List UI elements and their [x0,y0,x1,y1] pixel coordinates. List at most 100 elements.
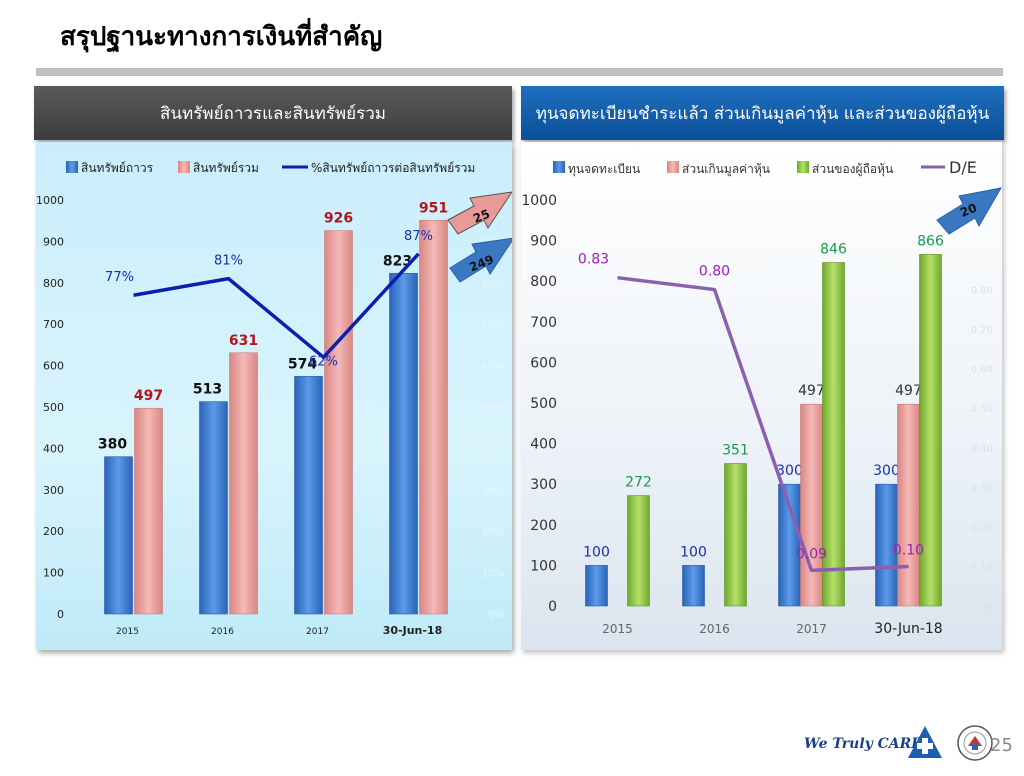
x-tick-label: 2015 [116,627,139,637]
x-tick-label: 2017 [306,627,329,637]
bar-equity-label: 866 [917,233,944,249]
bar-label-total-assets: 497 [134,388,163,404]
bar-label-fixed-assets: 823 [383,253,412,269]
x-tick-label: 30-Jun-18 [874,621,942,637]
x-tick-label: 2017 [796,622,827,636]
bar-equity-label: 351 [722,442,749,458]
legend-label: ส่วนเกินมูลค่าหุ้น [682,162,770,177]
de-label: 0.09 [796,546,827,562]
bar-total-assets [134,407,163,615]
y-tick-label: 400 [530,437,557,453]
y-tick-label: 600 [43,360,64,373]
de-label: 0.80 [699,264,730,280]
bar-registered-capital-label: 300 [873,463,900,479]
bar-share-premium-label: 497 [798,383,825,399]
title-divider [36,68,1003,76]
x-tick-label: 2015 [602,622,633,636]
equity-chart: ทุนจดทะเบียน ส่วนเกินมูลค่าหุ้น ส่วนของผู้… [521,142,1002,650]
ratio-label: 87% [404,229,433,244]
legend-label: สินทรัพย์รวม [193,161,259,175]
seal-icon [957,725,993,761]
y2-tick-label: 0.50 [971,404,993,415]
y-tick-label: 800 [530,274,557,290]
legend-swatch [178,161,190,173]
bar-registered-capital-label: 100 [680,544,707,560]
y-tick-label: 200 [43,525,64,538]
annotation-arrow-blue [936,187,1002,235]
bar-fixed-assets [104,456,133,615]
y2-tick-label: 0.40 [971,444,993,455]
slide-title: สรุปฐานะทางการเงินที่สำคัญ [60,22,383,52]
legend-label: D/E [949,158,977,177]
x-tick-label: 2016 [699,622,730,636]
bar-equity-label: 846 [820,242,847,258]
legend-swatch [553,161,565,173]
bar-equity [919,254,942,607]
y-tick-label: 100 [43,567,64,580]
y2-tick-label: 0.10 [971,562,993,573]
y2-tick-label: 60% [482,362,504,373]
y2-tick-label: 0.20 [971,523,993,534]
bar-total-assets [419,219,448,615]
page-number: 25 [990,735,1013,756]
legend-swatch [667,161,679,173]
bar-registered-capital-label: 300 [776,463,803,479]
legend-swatch [66,161,78,173]
y2-tick-label: 30% [482,486,504,497]
bar-equity-label: 272 [625,475,652,491]
legend-label: ส่วนของผู้ถือหุ้น [812,162,893,177]
legend-swatch [797,161,809,173]
annotation-arrow-pink [447,191,514,235]
y2-tick-label: 80% [482,279,504,290]
bar-label-fixed-assets: 574 [288,356,317,372]
bar-label-total-assets: 951 [419,200,448,216]
brand-text: We Truly CARE [804,736,922,752]
y2-tick-label: 0.70 [971,325,993,336]
de-line [617,275,909,573]
y2-tick-label: 0% [488,610,504,621]
y-tick-label: 600 [530,355,557,371]
y-tick-label: 0 [548,599,557,615]
ratio-line [133,252,420,360]
equity-chart-svg: ทุนจดทะเบียน ส่วนเกินมูลค่าหุ้น ส่วนของผู้… [521,158,1002,637]
bar-equity [822,262,845,607]
y2-tick-label: 0.30 [971,483,993,494]
legend-label: สินทรัพย์ถาวร [81,161,154,175]
bar-total-assets [229,352,258,615]
y2-tick-label: 40% [482,444,504,455]
bar-registered-capital-label: 100 [583,544,610,560]
bar-equity [724,463,747,607]
y-tick-label: 1000 [521,193,557,209]
bar-registered-capital [682,565,705,607]
bar-fixed-assets [294,376,323,615]
y2-tick-label: 0.80 [971,286,993,297]
bar-label-fixed-assets: 513 [193,382,222,398]
bar-label-fixed-assets: 380 [98,437,127,453]
left-panel-header: สินทรัพย์ถาวรและสินทรัพย์รวม [34,86,512,140]
y-tick-label: 500 [530,396,557,412]
bar-total-assets [324,230,353,615]
y-tick-label: 900 [43,235,64,248]
bar-fixed-assets [199,401,228,615]
ratio-label: 62% [309,354,338,369]
de-label: 0.83 [578,252,609,268]
y-tick-label: 700 [530,315,557,331]
bar-label-total-assets: 631 [229,333,258,349]
y-tick-label: 900 [530,234,557,250]
y-tick-label: 0 [57,608,64,621]
y2-tick-label: 10% [482,569,504,580]
seal-logo [956,724,994,762]
assets-chart: สินทรัพย์ถาวร สินทรัพย์รวม %สินทรัพย์ถาวรต… [36,142,516,650]
ratio-label: 81% [214,254,243,269]
x-tick-label: 30-Jun-18 [383,624,443,637]
y-tick-label: 300 [43,484,64,497]
bar-share-premium-label: 497 [895,383,922,399]
right-panel-header: ทุนจดทะเบียนชำระแล้ว ส่วนเกินมูลค่าหุ้น … [521,86,1004,140]
y2-tick-label: 50% [482,403,504,414]
y2-tick-label: 0.60 [971,365,993,376]
x-tick-label: 2016 [211,627,234,637]
y-tick-label: 300 [530,477,557,493]
legend-label: %สินทรัพย์ถาวรต่อสินทรัพย์รวม [311,161,475,175]
assets-chart-svg: สินทรัพย์ถาวร สินทรัพย์รวม %สินทรัพย์ถาวรต… [36,161,516,637]
annotation-label: 20 [958,201,979,220]
